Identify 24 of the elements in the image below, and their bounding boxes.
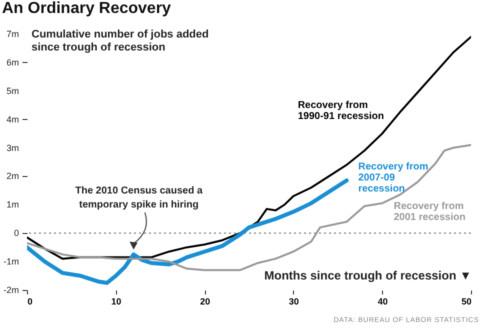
y-tick-label: 2m xyxy=(6,171,19,182)
y-tick-label: -2m xyxy=(4,285,19,295)
x-axis-title: Months since trough of recession ▼ xyxy=(264,268,472,282)
series-label: Recovery from 2007-09 recession xyxy=(358,161,428,194)
y-tick-label: 1m xyxy=(6,200,19,210)
y-tick-label: 7m xyxy=(6,29,19,39)
y-tick-label: 3m xyxy=(6,142,19,153)
chart-title: An Ordinary Recovery xyxy=(2,0,172,17)
x-tick-label: 50 xyxy=(461,296,472,306)
x-tick-label: 0 xyxy=(28,296,33,306)
y-tick-label: -1m xyxy=(4,256,19,267)
x-tick-label: 20 xyxy=(200,296,210,306)
series-label: Recovery from 2001 recession xyxy=(394,201,466,224)
x-tick-label: 30 xyxy=(288,296,299,306)
line-series xyxy=(27,144,471,272)
y-tick-label: 6m xyxy=(6,57,19,68)
y-tick-label: 5m xyxy=(6,86,19,96)
x-tick-label: 40 xyxy=(378,296,388,306)
y-tick-label: 0 xyxy=(14,228,19,238)
x-tick-label: 10 xyxy=(111,296,122,306)
y-axis-title: Cumulative number of jobs added since trough of recession xyxy=(32,28,209,54)
y-tick-label: 4m xyxy=(6,114,19,124)
series-label: Recovery from 1990-91 recession xyxy=(298,100,384,122)
annotation: The 2010 Census caused a temporary spike in hiring xyxy=(75,185,203,210)
